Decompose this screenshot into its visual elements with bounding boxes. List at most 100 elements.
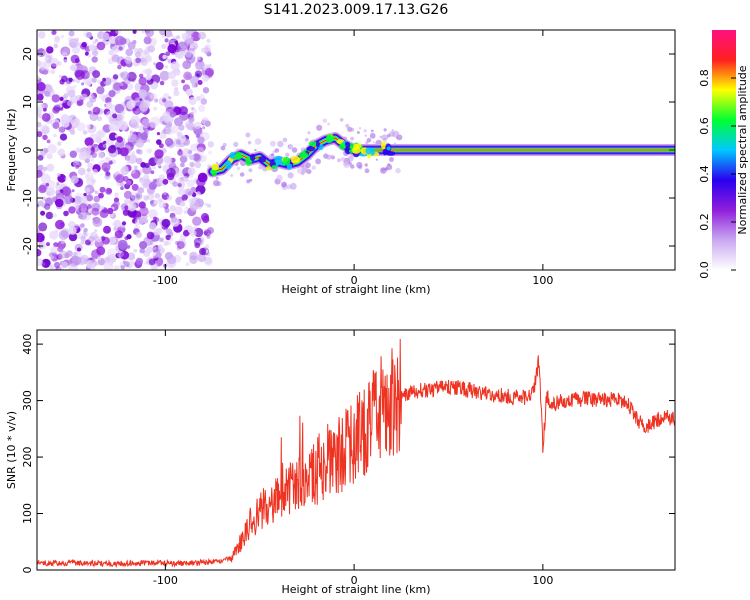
signal-blob: [344, 147, 352, 155]
noise-speckle: [108, 160, 113, 165]
noise-speckle: [86, 80, 92, 87]
noise-speckle: [188, 197, 196, 205]
noise-speckle: [143, 49, 150, 55]
noise-speckle: [201, 47, 206, 53]
noise-speckle: [107, 207, 114, 215]
noise-speckle: [120, 265, 125, 270]
noise-speckle: [207, 150, 212, 155]
noise-speckle: [180, 162, 185, 168]
noise-speckle: [199, 247, 207, 256]
noise-speckle: [84, 187, 91, 193]
noise-speckle: [350, 164, 355, 169]
noise-speckle: [96, 41, 106, 51]
noise-speckle: [140, 116, 149, 126]
noise-speckle: [86, 124, 91, 129]
signal-blob: [386, 146, 391, 151]
noise-speckle: [125, 179, 132, 186]
noise-speckle: [84, 51, 89, 56]
noise-speckle: [132, 210, 142, 220]
noise-speckle: [122, 209, 130, 216]
noise-speckle: [204, 256, 213, 265]
noise-speckle: [131, 183, 139, 191]
noise-speckle: [92, 49, 99, 57]
noise-speckle: [337, 158, 341, 163]
noise-speckle: [154, 98, 159, 103]
noise-speckle: [40, 173, 51, 184]
noise-speckle: [45, 187, 56, 197]
noise-speckle: [356, 161, 363, 169]
noise-speckle: [153, 200, 159, 205]
noise-speckle: [119, 147, 129, 157]
noise-speckle: [116, 136, 123, 143]
noise-speckle: [132, 218, 138, 224]
noise-speckle: [172, 181, 179, 188]
noise-speckle: [197, 80, 203, 85]
noise-speckle: [114, 103, 125, 114]
noise-speckle: [182, 60, 192, 70]
noise-speckle: [213, 179, 220, 187]
noise-speckle: [37, 257, 43, 267]
noise-speckle: [37, 131, 43, 138]
noise-speckle: [205, 244, 210, 249]
noise-speckle: [135, 157, 143, 165]
noise-speckle: [59, 133, 68, 141]
noise-speckle: [49, 57, 60, 68]
noise-speckle: [171, 79, 179, 87]
colorbar: 0.0 0.2 0.4 0.6 0.8 Normalized spectral ampl…: [698, 30, 749, 279]
noise-speckle: [76, 251, 82, 257]
noise-speckle: [152, 178, 157, 183]
noise-speckle: [83, 192, 87, 197]
noise-speckle: [156, 139, 162, 145]
noise-speckle: [289, 182, 297, 190]
noise-speckle: [68, 30, 75, 37]
noise-speckle: [38, 31, 46, 39]
noise-speckle: [74, 58, 80, 64]
noise-speckle: [63, 93, 69, 99]
noise-speckle: [158, 198, 163, 203]
noise-speckle: [44, 90, 51, 97]
noise-speckle: [113, 200, 120, 208]
noise-speckle: [166, 172, 175, 181]
noise-speckle: [143, 130, 148, 135]
noise-speckle: [71, 189, 75, 193]
noise-speckle: [269, 140, 276, 147]
noise-speckle: [145, 74, 152, 81]
signal-blob: [308, 141, 318, 147]
noise-speckle: [194, 161, 202, 169]
noise-speckle: [53, 104, 61, 112]
noise-speckle: [118, 46, 123, 51]
noise-speckle: [249, 178, 253, 182]
snr-y-tick-label: 0: [21, 567, 34, 574]
signal-blob: [352, 146, 361, 154]
noise-speckle: [76, 122, 86, 132]
noise-speckle: [57, 103, 63, 109]
noise-speckle: [174, 206, 183, 215]
signal-blob: [306, 146, 316, 152]
noise-speckle: [164, 207, 170, 213]
noise-speckle: [116, 250, 124, 258]
noise-speckle: [153, 62, 157, 66]
noise-speckle: [139, 241, 148, 250]
noise-speckle: [383, 128, 387, 132]
signal-blob: [382, 148, 388, 156]
noise-speckle: [109, 121, 119, 132]
noise-speckle: [345, 123, 350, 128]
noise-speckle: [208, 64, 212, 68]
noise-speckle: [120, 166, 129, 176]
noise-speckle: [83, 227, 88, 233]
colorbar-tick-label: 0.4: [698, 165, 711, 183]
noise-speckle: [202, 126, 206, 130]
noise-speckle: [204, 120, 211, 127]
noise-speckle: [57, 148, 66, 157]
noise-speckle: [50, 255, 55, 260]
noise-speckle: [146, 246, 153, 254]
noise-speckle: [154, 193, 161, 199]
noise-speckle: [185, 262, 190, 267]
noise-speckle: [80, 223, 85, 228]
noise-speckle: [51, 94, 60, 103]
noise-speckle: [94, 190, 99, 195]
noise-speckle: [106, 110, 115, 120]
spectrogram-plot-area: [37, 30, 675, 270]
noise-speckle: [51, 196, 57, 202]
noise-speckle: [187, 228, 193, 233]
